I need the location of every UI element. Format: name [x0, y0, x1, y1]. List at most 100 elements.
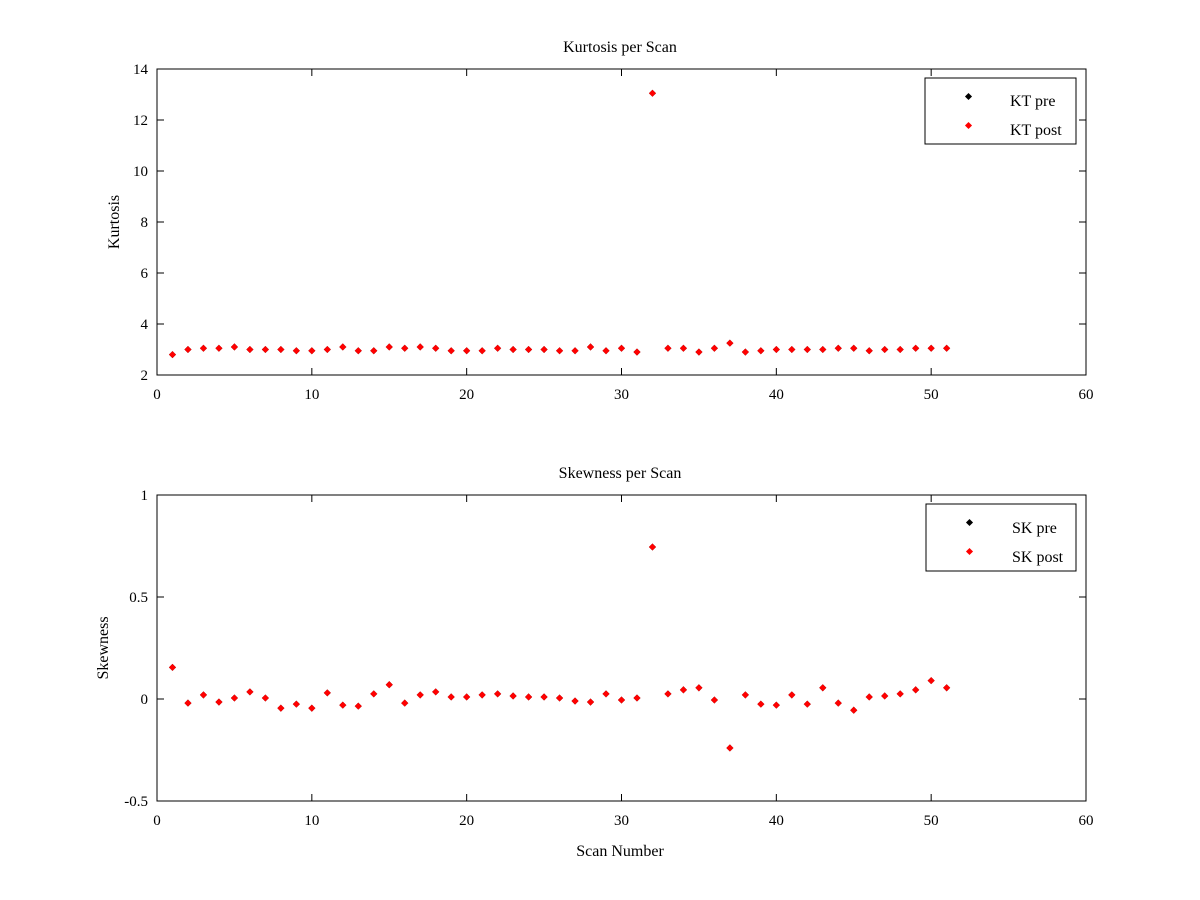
skewness-point-post — [757, 700, 765, 708]
skewness-point-post — [339, 701, 347, 709]
kurtosis-y-tick-label: 14 — [133, 62, 149, 78]
skewness-x-tick-label: 30 — [614, 813, 629, 829]
skewness-y-axis-label: Skewness — [95, 616, 112, 679]
kurtosis-point-post — [432, 344, 440, 352]
skewness-point-post — [586, 698, 595, 706]
skewness-y-tick-label: 0 — [141, 692, 149, 708]
skewness-point-post — [370, 690, 378, 698]
kurtosis-plot-frame — [156, 68, 1087, 376]
skewness-point-post — [401, 699, 409, 707]
skewness-point-post — [323, 689, 331, 697]
skewness-legend: SK pre SK post — [925, 503, 1077, 572]
skewness-legend-label-pre: SK pre — [1012, 520, 1057, 537]
kurtosis-y-tick-label: 2 — [141, 368, 149, 384]
kurtosis-point-post — [850, 344, 858, 352]
skewness-x-tick-label: 0 — [153, 813, 161, 829]
skewness-point-post — [819, 684, 827, 692]
kurtosis-point-post — [602, 347, 610, 355]
kurtosis-point-post — [168, 351, 177, 359]
skewness-point-post — [540, 693, 548, 701]
kurtosis-point-post — [292, 347, 300, 355]
kurtosis-legend: KT pre KT post — [924, 77, 1077, 145]
skewness-point-post — [571, 697, 579, 705]
skewness-point-post — [230, 694, 238, 702]
kurtosis-point-post — [447, 347, 455, 355]
kurtosis-point-post — [463, 347, 471, 355]
skewness-x-tick-label: 10 — [304, 813, 319, 829]
skewness-point-post — [292, 700, 300, 708]
skewness-point-post — [509, 692, 517, 700]
skewness-point-post — [881, 692, 889, 700]
kurtosis-point-post — [261, 345, 269, 354]
kurtosis-point-post — [308, 347, 316, 355]
kurtosis-point-post — [788, 345, 796, 354]
kurtosis-point-post — [215, 344, 223, 352]
kurtosis-legend-marker-pre — [964, 92, 973, 101]
kurtosis-y-axis-label: Kurtosis — [106, 195, 123, 249]
kurtosis-point-post — [494, 344, 502, 352]
skewness-point-post — [741, 691, 749, 699]
kurtosis-point-post — [633, 348, 641, 356]
kurtosis-point-post — [586, 343, 595, 351]
kurtosis-point-post — [385, 343, 393, 351]
kurtosis-x-tick-label: 30 — [614, 387, 629, 403]
kurtosis-point-post — [246, 345, 254, 354]
skewness-point-post — [308, 704, 316, 712]
skewness-y-tick-label: 1 — [141, 488, 149, 504]
kurtosis-point-post — [323, 345, 331, 354]
kurtosis-point-post — [943, 344, 951, 352]
skewness-point-post — [912, 686, 920, 694]
skewness-point-post — [432, 688, 440, 696]
skewness-x-tick-label: 60 — [1079, 813, 1094, 829]
skewness-point-post — [927, 677, 935, 685]
skewness-point-post — [261, 694, 269, 702]
kurtosis-legend-label-post: KT post — [1010, 122, 1062, 139]
kurtosis-x-tick-label: 10 — [304, 387, 319, 403]
skewness-point-post — [850, 706, 858, 714]
kurtosis-point-post — [679, 344, 687, 352]
skewness-point-post — [834, 699, 842, 707]
kurtosis-x-tick-label: 20 — [459, 387, 474, 403]
kurtosis-point-post — [478, 347, 486, 355]
skewness-point-post — [710, 696, 718, 704]
kurtosis-chart-title: Kurtosis per Scan — [563, 39, 677, 56]
skewness-y-tick-label: -0.5 — [124, 794, 148, 810]
skewness-point-post — [803, 700, 811, 708]
skewness-point-post — [277, 704, 285, 712]
kurtosis-point-post — [710, 344, 718, 352]
kurtosis-x-tick-label: 0 — [153, 387, 161, 403]
kurtosis-legend-label-pre: KT pre — [1010, 93, 1055, 110]
kurtosis-x-tick-label: 50 — [924, 387, 939, 403]
kurtosis-point-post — [803, 345, 811, 354]
kurtosis-y-tick-label: 4 — [141, 317, 149, 333]
kurtosis-point-post — [772, 345, 780, 354]
kurtosis-point-post — [896, 345, 904, 354]
kurtosis-point-post — [695, 348, 703, 356]
skewness-legend-box — [925, 503, 1077, 572]
kurtosis-point-post — [354, 347, 362, 355]
kurtosis-point-post — [277, 345, 285, 354]
skewness-point-post — [168, 663, 177, 671]
skewness-subplot: Skewness per Scan Skewness Scan Number 0… — [95, 465, 1094, 860]
kurtosis-y-tick-label: 12 — [133, 113, 148, 129]
kurtosis-x-tick-label: 40 — [769, 387, 784, 403]
skewness-x-tick-label: 20 — [459, 813, 474, 829]
skewness-point-post — [726, 744, 734, 752]
kurtosis-point-post — [912, 344, 920, 352]
skewness-chart-title: Skewness per Scan — [559, 465, 682, 482]
skewness-point-post — [865, 693, 873, 701]
kurtosis-point-post — [509, 345, 517, 354]
kurtosis-point-post — [927, 344, 935, 352]
skewness-point-post — [494, 690, 502, 698]
skewness-plot-frame — [156, 494, 1087, 802]
kurtosis-point-post — [726, 339, 734, 347]
skewness-point-post — [695, 684, 703, 692]
skewness-x-tick-label: 50 — [924, 813, 939, 829]
skewness-point-post — [463, 693, 471, 701]
skewness-point-post — [602, 690, 610, 698]
kurtosis-subplot: Kurtosis per Scan Kurtosis 0 10 20 30 40 50 60… — [106, 39, 1094, 403]
kurtosis-point-post — [556, 347, 564, 355]
skewness-legend-label-post: SK post — [1012, 549, 1064, 566]
skewness-point-post — [246, 688, 254, 696]
skewness-point-post — [354, 702, 362, 710]
